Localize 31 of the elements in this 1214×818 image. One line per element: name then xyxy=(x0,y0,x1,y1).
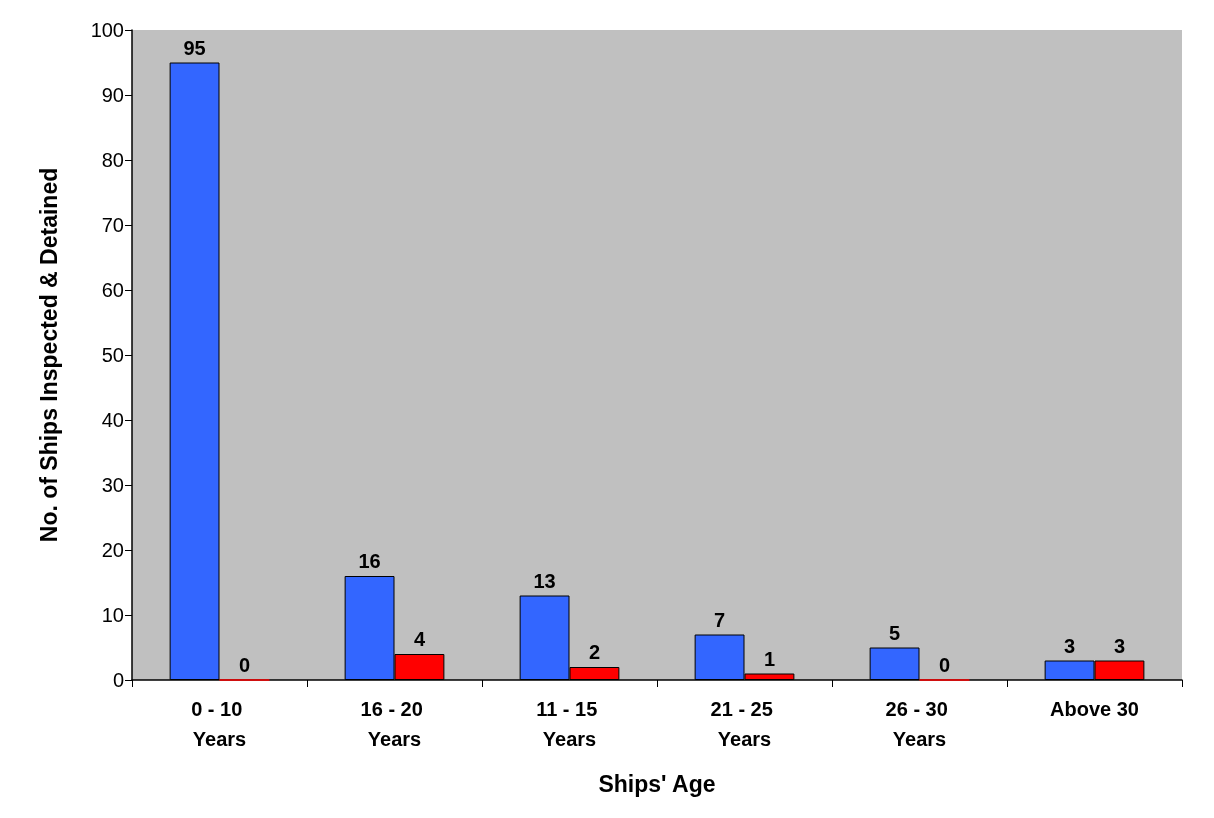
data-label: 0 xyxy=(938,653,950,676)
y-tick-label: 20 xyxy=(101,539,124,561)
x-tick-label: 26 - 30 Years xyxy=(885,698,954,750)
y-tick-label: 70 xyxy=(101,214,124,236)
y-tick-label: 10 xyxy=(101,604,124,626)
y-tick-label: 50 xyxy=(101,344,124,366)
x-tick-label: 0 - 10 Years xyxy=(191,698,248,750)
y-tick-label: 90 xyxy=(101,84,124,106)
data-label: 0 xyxy=(238,653,250,676)
data-label: 4 xyxy=(413,628,426,650)
y-axis-title: No. of Ships Inspected & Detained xyxy=(35,167,62,543)
x-axis-title: Ships' Age xyxy=(598,770,716,797)
y-tick-label: 40 xyxy=(101,409,124,431)
data-label: 16 xyxy=(358,550,381,572)
x-tick-label: Above 30 xyxy=(1050,698,1139,720)
data-label: 1 xyxy=(763,647,775,670)
data-label: 7 xyxy=(714,608,726,631)
data-label: 5 xyxy=(889,621,901,644)
y-tick-label: 100 xyxy=(90,19,124,41)
data-label: 3 xyxy=(1113,634,1125,657)
y-tick-label: 80 xyxy=(101,149,124,171)
data-label: 13 xyxy=(533,569,556,592)
x-tick-label: 16 - 20 Years xyxy=(360,698,429,750)
x-tick-label: 11 - 15 Years xyxy=(536,698,603,750)
y-tick-label: 30 xyxy=(101,474,124,496)
data-label: 2 xyxy=(588,641,600,663)
data-label: 3 xyxy=(1064,634,1076,657)
x-tick-label: 21 - 25 Years xyxy=(710,698,779,750)
data-label: 95 xyxy=(183,36,206,59)
y-tick-label: 60 xyxy=(101,279,124,301)
y-tick-label: 0 xyxy=(112,669,124,691)
